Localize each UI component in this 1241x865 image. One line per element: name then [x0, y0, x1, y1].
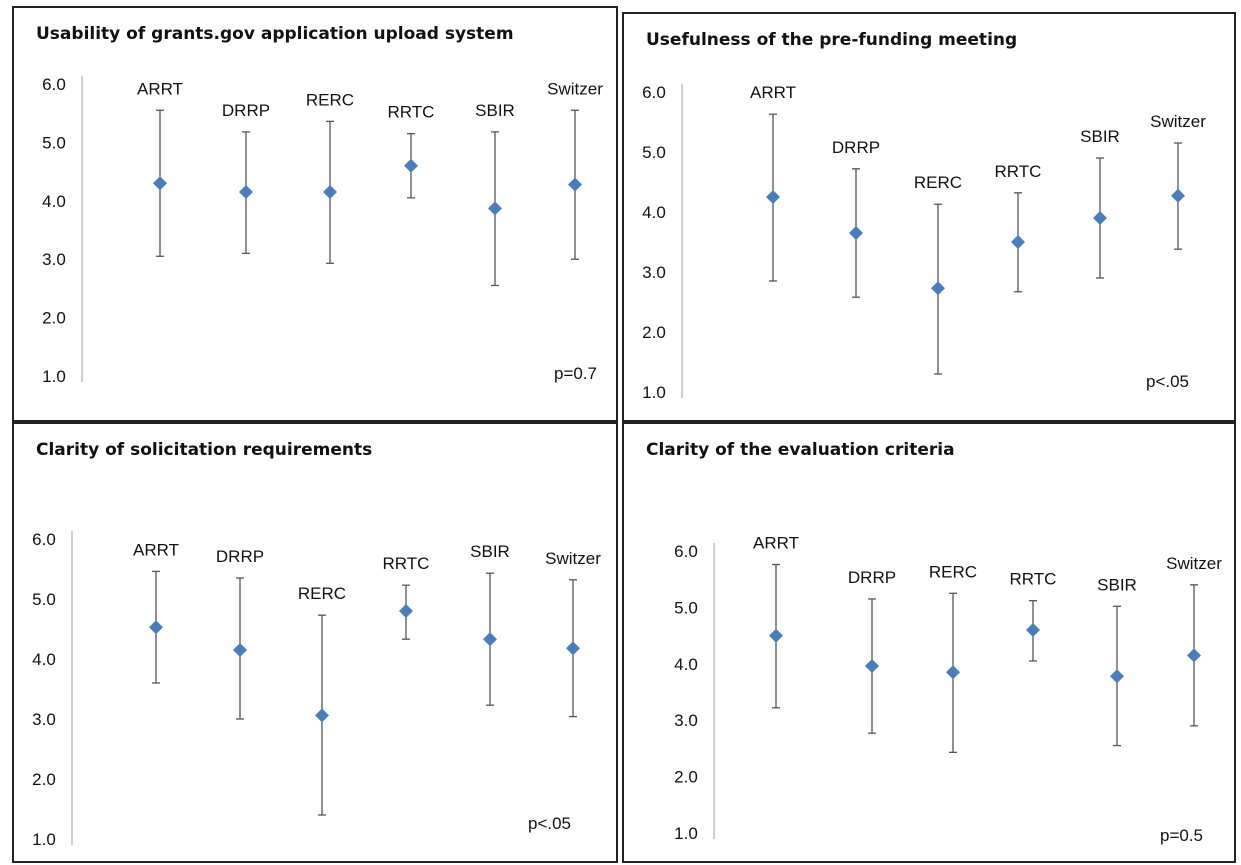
y-tick-label: 1.0: [42, 367, 66, 386]
data-point-marker: [315, 708, 329, 723]
y-tick-label: 6.0: [42, 75, 66, 94]
category-label: ARRT: [133, 540, 179, 559]
chart-title: Clarity of solicitation requirements: [36, 440, 373, 460]
data-point-marker: [1093, 211, 1107, 225]
chart-plot: 1.0 2.0 3.0 4.0 5.0 6.0 ARRT DRRP RERC RRTC SBIR Sw…: [674, 534, 1222, 843]
y-tick-label: 3.0: [674, 711, 698, 730]
chart-title: Clarity of the evaluation criteria: [646, 440, 955, 460]
category-label: ARRT: [753, 534, 799, 553]
data-point-marker: [849, 226, 863, 240]
data-point-marker: [399, 604, 413, 618]
chart-plot: 1.0 2.0 3.0 4.0 5.0 6.0 ARRT DRRP RERC RRTC SBIR Sw…: [42, 75, 603, 386]
chart-plot: 1.0 2.0 3.0 4.0 5.0 6.0 ARRT DRRP RERC RRTC SBIR Sw…: [32, 530, 601, 849]
y-tick-label: 6.0: [32, 530, 56, 549]
chart-panel-evaluation: Clarity of the evaluation criteria 1.0 2.…: [622, 422, 1236, 863]
y-tick-label: 1.0: [642, 383, 666, 402]
data-point-marker: [1171, 188, 1185, 203]
category-label: SBIR: [470, 542, 510, 561]
p-value-annotation: p<.05: [528, 814, 572, 833]
y-tick-label: 4.0: [674, 655, 698, 674]
data-point-marker: [323, 185, 337, 200]
data-point-marker: [946, 665, 960, 680]
category-label: ARRT: [750, 83, 796, 102]
category-label: RERC: [298, 584, 346, 603]
y-tick-label: 3.0: [642, 263, 666, 282]
category-label: Switzer: [1150, 112, 1206, 131]
y-tick-label: 2.0: [642, 323, 666, 342]
category-label: Switzer: [545, 549, 601, 568]
chart-panel-prefunding: Usefulness of the pre-funding meeting 1.…: [622, 12, 1236, 422]
category-label: ARRT: [137, 79, 183, 98]
data-point-marker: [1110, 669, 1124, 684]
category-label: DRRP: [848, 568, 896, 587]
category-label: SBIR: [475, 101, 515, 120]
data-point-marker: [568, 177, 582, 192]
category-label: SBIR: [1080, 127, 1120, 146]
category-label: RRTC: [388, 103, 435, 122]
y-tick-label: 2.0: [32, 770, 56, 789]
y-tick-label: 6.0: [674, 542, 698, 561]
category-label: RRTC: [1010, 570, 1057, 589]
y-tick-label: 2.0: [42, 309, 66, 328]
data-point-marker: [483, 632, 497, 647]
y-tick-label: 5.0: [674, 598, 698, 617]
data-point-marker: [865, 659, 879, 674]
data-point-marker: [769, 628, 783, 643]
data-point-marker: [239, 185, 253, 200]
category-label: Switzer: [1166, 554, 1222, 573]
chart-panel-usability: Usability of grants.gov application uplo…: [12, 6, 618, 422]
y-tick-label: 5.0: [32, 590, 56, 609]
y-tick-label: 5.0: [42, 133, 66, 152]
y-tick-label: 1.0: [32, 830, 56, 849]
chart-title: Usefulness of the pre-funding meeting: [646, 30, 1018, 50]
data-point-marker: [149, 620, 163, 635]
y-tick-label: 2.0: [674, 768, 698, 787]
data-point-marker: [931, 281, 945, 296]
data-point-marker: [1011, 235, 1025, 249]
data-point-marker: [488, 201, 502, 216]
data-point-marker: [566, 641, 580, 656]
data-point-marker: [404, 158, 418, 173]
category-label: RRTC: [383, 554, 430, 573]
category-label: DRRP: [832, 138, 880, 157]
y-tick-label: 1.0: [674, 824, 698, 843]
category-label: DRRP: [222, 101, 270, 120]
p-value-annotation: p=0.5: [1160, 826, 1204, 845]
category-label: DRRP: [216, 547, 264, 566]
data-point-marker: [233, 643, 247, 657]
y-tick-label: 4.0: [642, 203, 666, 222]
category-label: RRTC: [995, 162, 1042, 181]
y-tick-label: 3.0: [32, 710, 56, 729]
chart-panel-solicitation: Clarity of solicitation requirements 1.0…: [12, 422, 618, 863]
y-tick-label: 4.0: [42, 192, 66, 211]
category-label: RERC: [914, 173, 962, 192]
chart-plot: 1.0 2.0 3.0 4.0 5.0 6.0 ARRT DRRP RERC RRTC SBIR Sw…: [642, 83, 1206, 402]
data-point-marker: [1187, 648, 1201, 663]
y-tick-label: 4.0: [32, 650, 56, 669]
y-tick-label: 5.0: [642, 143, 666, 162]
p-value-annotation: p=0.7: [554, 364, 598, 383]
y-tick-label: 6.0: [642, 83, 666, 102]
category-label: RERC: [306, 90, 354, 109]
p-value-annotation: p<.05: [1146, 372, 1190, 391]
category-label: RERC: [929, 562, 977, 581]
category-label: SBIR: [1097, 575, 1137, 594]
chart-title: Usability of grants.gov application uplo…: [36, 24, 514, 44]
data-point-marker: [766, 190, 780, 204]
data-point-marker: [153, 176, 167, 191]
category-label: Switzer: [547, 79, 603, 98]
data-point-marker: [1026, 622, 1040, 637]
y-tick-label: 3.0: [42, 250, 66, 269]
